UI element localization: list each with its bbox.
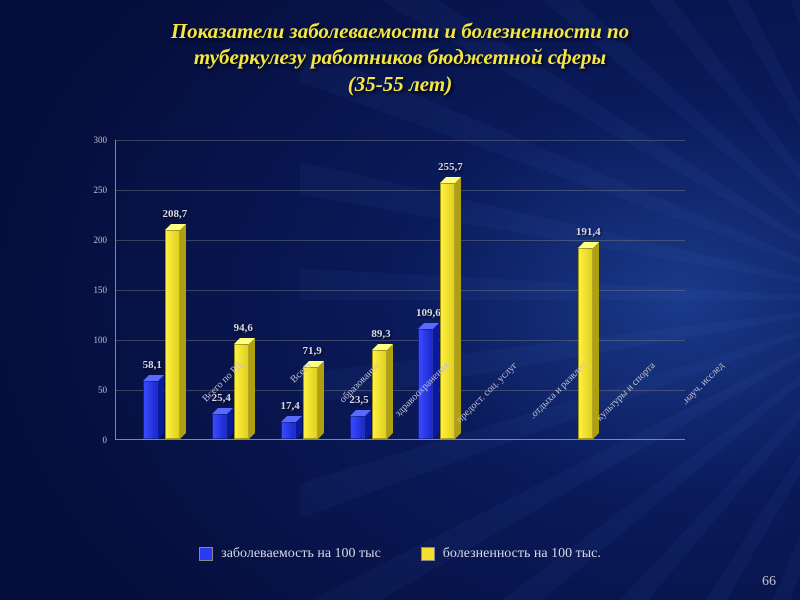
legend-item: болезненность на 100 тыс.: [421, 546, 601, 562]
gridline: [116, 140, 685, 141]
title-line: (35-55 лет): [30, 71, 770, 97]
bar-value-label: 71,9: [302, 345, 321, 357]
bar-value-label: 208,7: [162, 208, 187, 220]
gridline: [116, 240, 685, 241]
legend-item: заболеваемость на 100 тыс: [199, 546, 381, 562]
legend-swatch-blue: [199, 547, 213, 561]
bar: 255,7: [440, 183, 455, 439]
page-number: 66: [762, 574, 776, 590]
bar: 25,4: [212, 414, 227, 439]
gridline: [116, 190, 685, 191]
y-axis-label: 0: [103, 435, 108, 445]
legend-label: заболеваемость на 100 тыс: [221, 546, 381, 562]
bar-value-label: 109,6: [416, 307, 441, 319]
y-axis-label: 300: [94, 135, 108, 145]
bar-value-label: 191,4: [576, 226, 601, 238]
legend-swatch-yellow: [421, 547, 435, 561]
gridline: [116, 340, 685, 341]
bar: 23,5: [350, 416, 365, 440]
title-line: Показатели заболеваемости и болезненност…: [30, 18, 770, 44]
chart-title: Показатели заболеваемости и болезненност…: [0, 18, 800, 97]
y-axis-label: 50: [98, 385, 107, 395]
bar-value-label: 89,3: [371, 328, 390, 340]
bar-value-label: 17,4: [280, 400, 299, 412]
bar: 208,7: [165, 230, 180, 439]
bar: 58,1: [143, 381, 158, 439]
bar-value-label: 255,7: [438, 161, 463, 173]
gridline: [116, 390, 685, 391]
bar: 17,4: [281, 422, 296, 439]
bar: 191,4: [578, 248, 593, 439]
y-axis-label: 100: [94, 335, 108, 345]
chart-area: 58,1208,725,494,617,471,923,589,3109,625…: [115, 140, 685, 460]
bar-value-label: 94,6: [234, 322, 253, 334]
y-axis-label: 200: [94, 235, 108, 245]
legend-label: болезненность на 100 тыс.: [443, 546, 601, 562]
y-axis-label: 150: [94, 285, 108, 295]
bar-value-label: 58,1: [143, 359, 162, 371]
legend: заболеваемость на 100 тыс болезненность …: [0, 546, 800, 562]
title-line: туберкулезу работников бюджетной сферы: [30, 44, 770, 70]
gridline: [116, 290, 685, 291]
y-axis-label: 250: [94, 185, 108, 195]
